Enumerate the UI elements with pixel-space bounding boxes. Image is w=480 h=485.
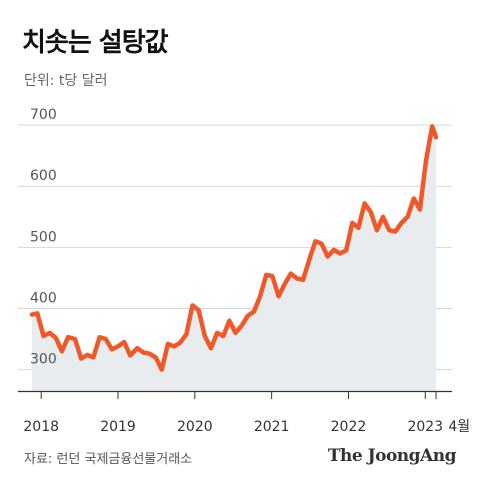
x-end-label: 4월 [448, 419, 470, 435]
price-line [29, 124, 439, 372]
x-tick-label: 2020 [177, 419, 213, 435]
x-tick-label: 2022 [331, 419, 367, 435]
x-tick-label: 2023 [407, 419, 443, 435]
x-axis [18, 390, 452, 399]
axis-labels: 700 600 500 400 300 2018 2019 2020 2021 2022 2023 4… [23, 107, 470, 435]
y-tick-label: 500 [30, 229, 57, 245]
price-line-group [29, 124, 439, 372]
x-tick-label: 2021 [254, 419, 290, 435]
y-tick-label: 700 [30, 107, 57, 123]
y-tick-label: 400 [30, 290, 57, 306]
source-note: 자료: 런던 국제금융선물거래소 [24, 452, 193, 467]
area-fill-group [32, 126, 436, 392]
price-chart: 700 600 500 400 300 2018 2019 2020 2021 2022 2023 4… [18, 107, 470, 435]
x-tick-label: 2018 [23, 419, 59, 435]
y-tick-label: 300 [30, 352, 57, 368]
x-tick-label: 2019 [100, 419, 136, 435]
chart-title: 치솟는 설탕값 [22, 28, 169, 58]
brand-logo: The JoongAng [327, 446, 457, 466]
price-area [32, 126, 436, 392]
y-tick-label: 600 [30, 168, 57, 184]
unit-label: 단위: t당 달러 [24, 73, 108, 89]
